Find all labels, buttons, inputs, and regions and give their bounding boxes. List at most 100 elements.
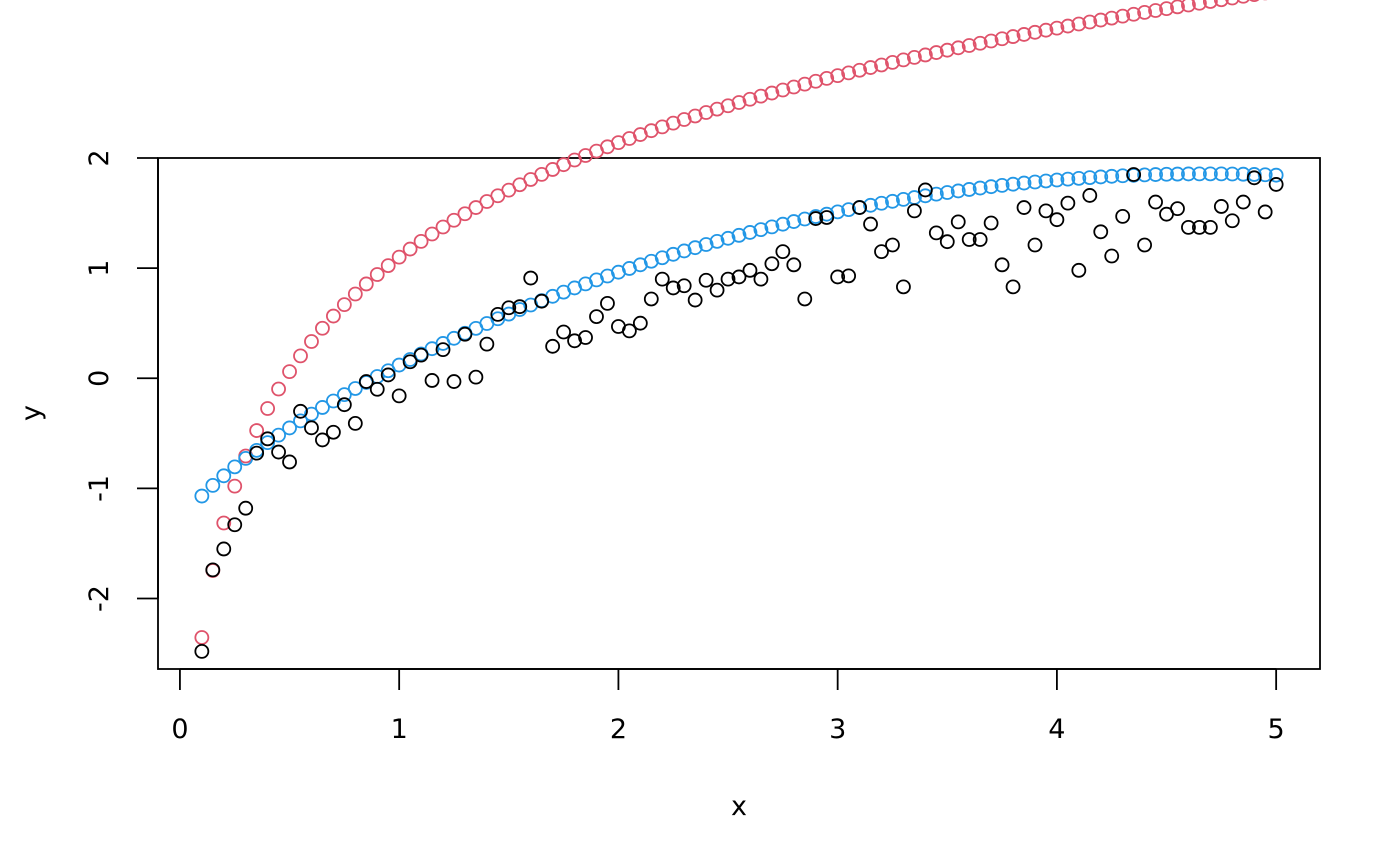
data-points: [194, 0, 1284, 659]
data-point: [260, 401, 276, 416]
data-point: [216, 541, 232, 557]
data-point: [687, 240, 703, 256]
data-point: [369, 267, 385, 282]
data-point: [413, 347, 429, 363]
data-point: [731, 227, 747, 243]
data-point: [742, 225, 758, 240]
data-point: [1016, 175, 1032, 191]
x-tick-label: 1: [391, 714, 408, 745]
y-tick-label: -1: [84, 475, 115, 502]
data-point: [961, 38, 977, 53]
data-point: [1104, 248, 1120, 264]
data-point: [1224, 213, 1240, 229]
data-point: [194, 643, 210, 659]
data-point: [950, 40, 966, 56]
y-axis: -2 -1 0 1 2: [84, 149, 159, 612]
data-point: [336, 397, 352, 413]
data-point: [336, 387, 352, 403]
data-point: [1071, 262, 1087, 278]
series-1-points: [194, 0, 1268, 645]
data-point: [1104, 10, 1120, 26]
data-point: [1192, 0, 1207, 11]
data-point: [939, 42, 955, 58]
y-tick-label: 2: [84, 149, 115, 166]
data-point: [1202, 0, 1218, 9]
x-tick-label: 4: [1048, 714, 1065, 745]
data-point: [972, 232, 988, 247]
data-point: [446, 374, 462, 389]
data-point: [1213, 0, 1229, 8]
data-point: [512, 299, 528, 315]
data-point: [1257, 204, 1273, 220]
data-point: [786, 214, 802, 229]
data-point: [1137, 167, 1152, 183]
data-point: [1235, 194, 1251, 210]
data-point: [589, 309, 604, 324]
series-0-points: [194, 167, 1284, 659]
data-point: [1027, 24, 1043, 40]
data-point: [753, 88, 769, 104]
data-point: [961, 232, 977, 247]
data-point: [621, 323, 637, 339]
data-point: [819, 71, 835, 86]
data-point: [347, 381, 363, 396]
data-point: [216, 515, 232, 531]
y-tick-label: -2: [84, 585, 115, 612]
data-point: [676, 243, 692, 259]
series-2-points: [194, 166, 1284, 504]
data-point: [775, 82, 791, 98]
data-point: [391, 249, 407, 265]
data-point: [1213, 166, 1229, 182]
data-point: [1060, 195, 1076, 211]
data-point: [983, 179, 999, 195]
data-point: [545, 338, 561, 354]
data-point: [501, 300, 517, 316]
y-axis-label: y: [16, 405, 47, 421]
data-point: [687, 292, 703, 308]
data-point: [1202, 166, 1218, 182]
data-point: [567, 333, 582, 349]
data-point: [983, 215, 999, 231]
data-point: [293, 413, 308, 429]
data-point: [1257, 167, 1273, 183]
x-tick-label: 0: [171, 714, 188, 745]
data-point: [775, 244, 791, 260]
x-tick-label: 2: [610, 714, 627, 745]
data-point: [863, 197, 878, 213]
data-point: [841, 202, 857, 218]
data-point: [1137, 4, 1152, 20]
data-point: [457, 326, 473, 342]
data-point: [1071, 170, 1087, 186]
data-point: [304, 420, 319, 436]
data-point: [1115, 8, 1131, 24]
data-point: [1027, 174, 1043, 190]
x-axis-label: x: [731, 791, 747, 822]
data-point: [753, 222, 769, 238]
data-point: [271, 381, 286, 397]
data-point: [1060, 18, 1076, 34]
data-point: [1093, 169, 1109, 185]
data-point: [282, 364, 297, 380]
data-point: [271, 444, 286, 460]
data-point: [1159, 166, 1174, 182]
data-point: [325, 308, 341, 324]
data-point: [249, 445, 265, 461]
data-point: [1224, 166, 1240, 182]
data-point: [1148, 167, 1163, 182]
data-point: [1093, 224, 1109, 240]
data-point: [950, 183, 966, 199]
data-point: [336, 297, 352, 313]
data-point: [1268, 177, 1284, 192]
data-point: [654, 271, 670, 287]
data-point: [205, 562, 221, 578]
data-point: [260, 435, 276, 451]
data-point: [227, 459, 243, 475]
data-point: [764, 256, 780, 272]
data-point: [315, 400, 330, 415]
data-point: [468, 200, 484, 215]
data-point: [1170, 0, 1185, 15]
y-tick-label: 1: [84, 260, 115, 277]
data-point: [282, 420, 297, 436]
data-point: [1225, 0, 1240, 6]
data-point: [786, 257, 802, 273]
